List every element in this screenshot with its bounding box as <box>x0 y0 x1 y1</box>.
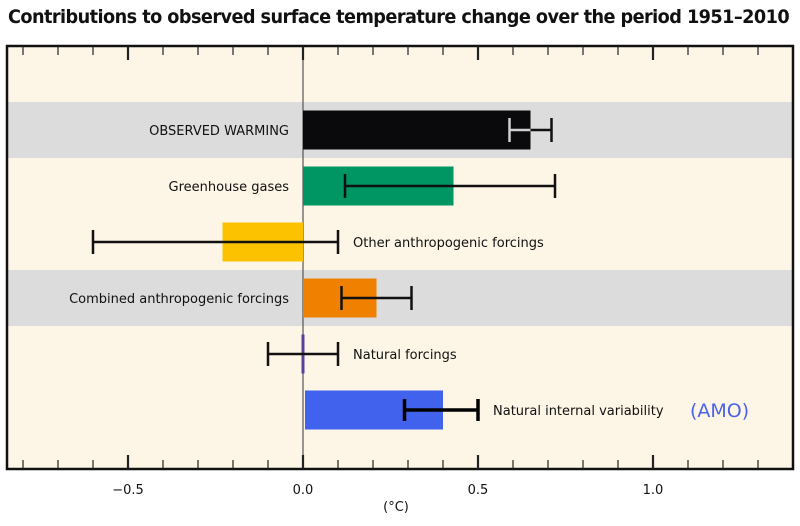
x-tick-label: 1.0 <box>643 483 664 498</box>
bar-label: Natural forcings <box>353 348 457 363</box>
bar-label: Natural internal variability <box>493 404 664 419</box>
error-bars <box>91 118 557 421</box>
bar <box>303 110 531 150</box>
plot-frame <box>5 44 795 471</box>
x-tick-labels: −0.5 0.0 0.5 1.0 <box>112 483 663 498</box>
x-tick-label: 0.5 <box>468 483 489 498</box>
x-tick-label: 0.0 <box>293 483 314 498</box>
bars <box>222 110 531 430</box>
bar-label: Other anthropogenic forcings <box>353 236 544 251</box>
x-axis-label: (°C) <box>383 500 409 515</box>
axis-ticks <box>22 46 759 469</box>
annotation-amo: (AMO) <box>690 400 749 422</box>
bar-labels: OBSERVED WARMING Greenhouse gases Other an… <box>69 124 749 422</box>
bar-label: OBSERVED WARMING <box>149 124 289 139</box>
chart-title: Contributions to observed surface temper… <box>8 6 790 28</box>
bar-label: Combined anthropogenic forcings <box>69 292 289 307</box>
bar-label: Greenhouse gases <box>169 180 290 195</box>
x-tick-label: −0.5 <box>112 483 144 498</box>
